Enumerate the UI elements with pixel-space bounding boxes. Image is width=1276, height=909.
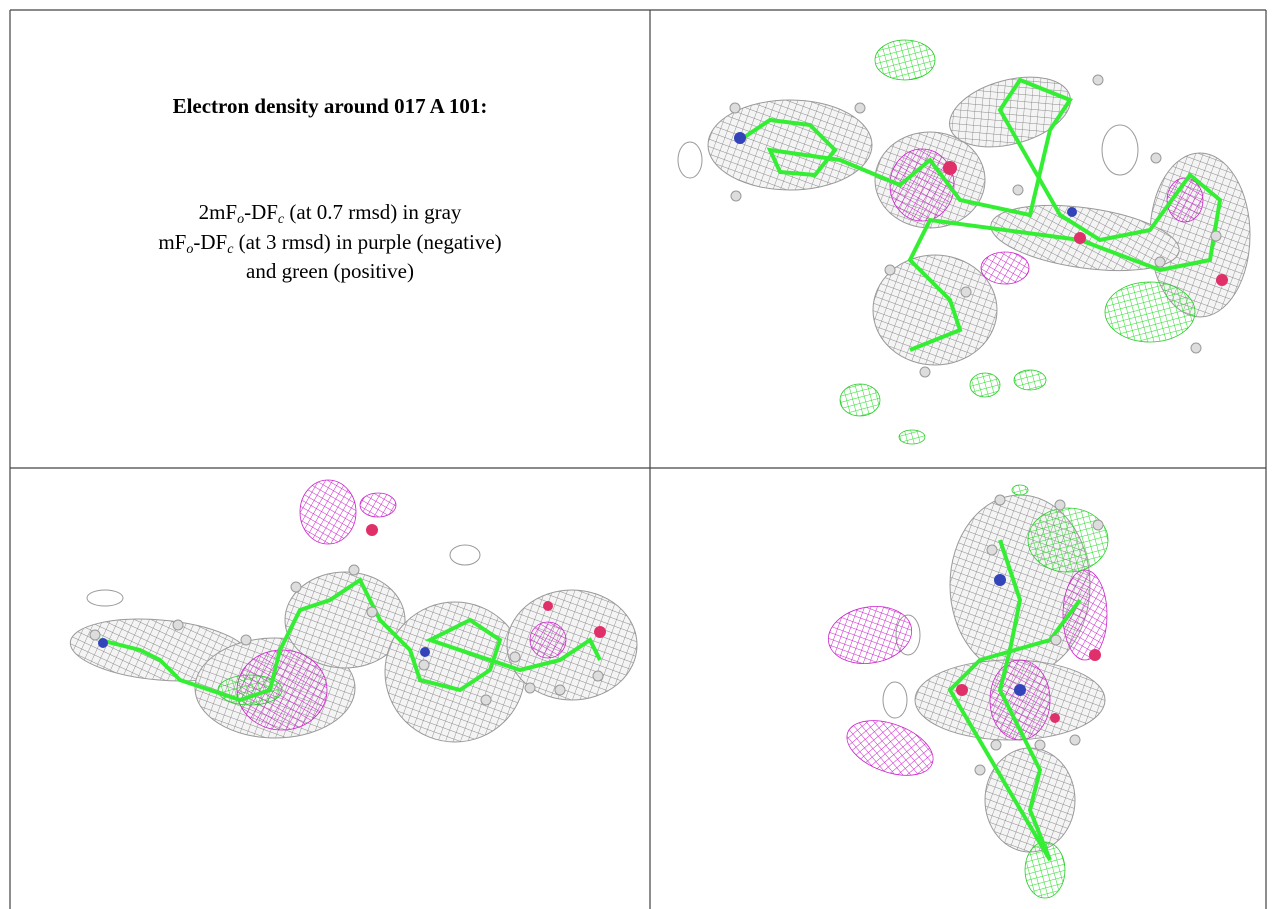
caption-title: Electron density around 017 A 101: xyxy=(172,94,488,118)
text: -DF xyxy=(244,200,278,224)
text: mF xyxy=(158,229,187,254)
subscript: o xyxy=(186,241,194,257)
density-view-3 xyxy=(827,484,1109,899)
table-lines xyxy=(9,9,1267,909)
caption: 2mFo-DFc (at 0.7 rmsd) in gray mFo-DFc (… xyxy=(10,198,650,287)
text: (at 3 rmsd) in purple (negative) xyxy=(233,229,502,254)
caption-line: and green (positive) xyxy=(10,257,650,287)
density-view-2 xyxy=(69,479,638,743)
density-view-1 xyxy=(677,39,1251,445)
text: and green (positive) xyxy=(246,259,414,283)
caption-line: 2mFo-DFc (at 0.7 rmsd) in gray xyxy=(10,198,650,228)
text: 2mF xyxy=(198,200,238,224)
text: (at 0.7 rmsd) in gray xyxy=(284,200,462,224)
text: -DF xyxy=(193,229,228,254)
subscript: o xyxy=(237,212,245,227)
caption-line: mFo-DFc (at 3 rmsd) in purple (negative) xyxy=(10,228,650,258)
subscript: c xyxy=(227,241,234,257)
subscript: c xyxy=(277,212,285,227)
